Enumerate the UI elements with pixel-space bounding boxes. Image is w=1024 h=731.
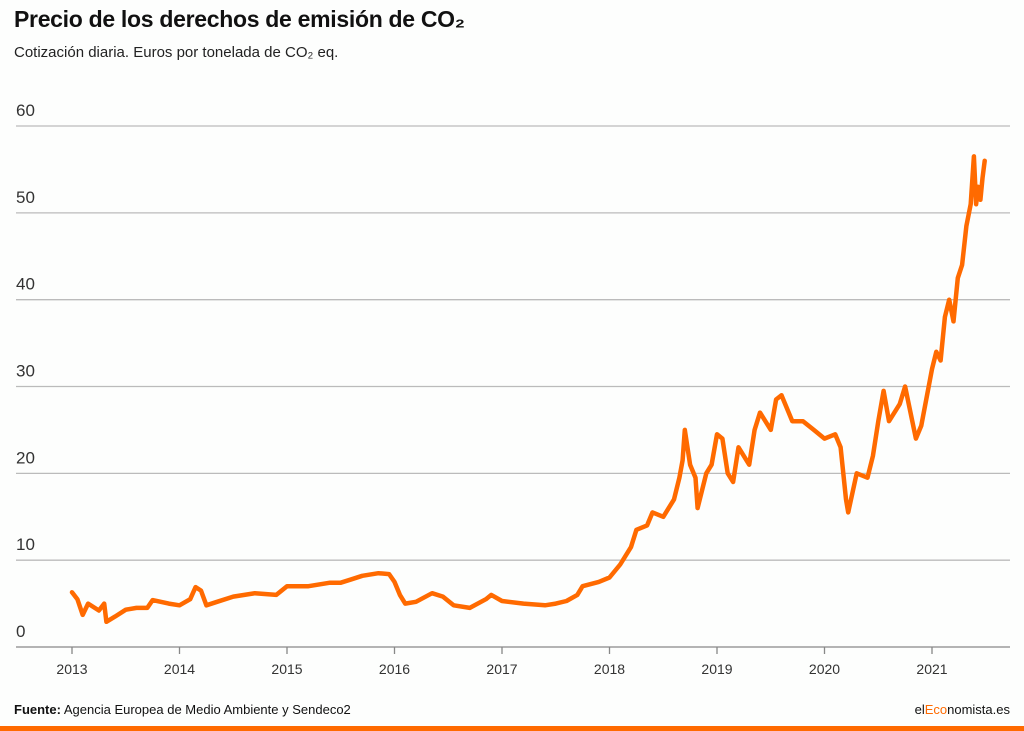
- x-tick-label: 2016: [379, 661, 410, 677]
- y-tick-label: 20: [16, 448, 35, 467]
- chart-subtitle: Cotización diaria. Euros por tonelada de…: [14, 44, 339, 61]
- bottom-accent-bar: [0, 726, 1024, 731]
- y-tick-label: 60: [16, 101, 35, 120]
- brand-part1: el: [914, 702, 925, 717]
- y-tick-label: 30: [16, 362, 35, 381]
- y-tick-label: 50: [16, 188, 35, 207]
- x-tick-label: 2013: [56, 661, 87, 677]
- y-tick-label: 40: [16, 275, 35, 294]
- x-tick-label: 2018: [594, 661, 625, 677]
- source-note: Fuente: Agencia Europea de Medio Ambient…: [14, 702, 351, 717]
- brand-part2: Eco: [924, 702, 948, 717]
- brand-logo: elEconomista.es: [915, 702, 1010, 717]
- brand-part3: nomista.es: [947, 702, 1010, 717]
- x-tick-label: 2015: [271, 661, 302, 677]
- x-tick-label: 2020: [809, 661, 840, 677]
- x-tick-label: 2017: [486, 661, 517, 677]
- y-tick-label: 10: [16, 535, 35, 554]
- source-label: Fuente:: [14, 702, 61, 717]
- source-text: Agencia Europea de Medio Ambiente y Send…: [63, 702, 351, 717]
- x-tick-label: 2019: [701, 661, 732, 677]
- chart-title: Precio de los derechos de emisión de CO₂: [14, 6, 465, 32]
- price-series-line: [69, 154, 987, 625]
- y-tick-label: 0: [16, 622, 25, 641]
- x-tick-label: 2014: [164, 661, 195, 677]
- x-tick-label: 2021: [916, 661, 947, 677]
